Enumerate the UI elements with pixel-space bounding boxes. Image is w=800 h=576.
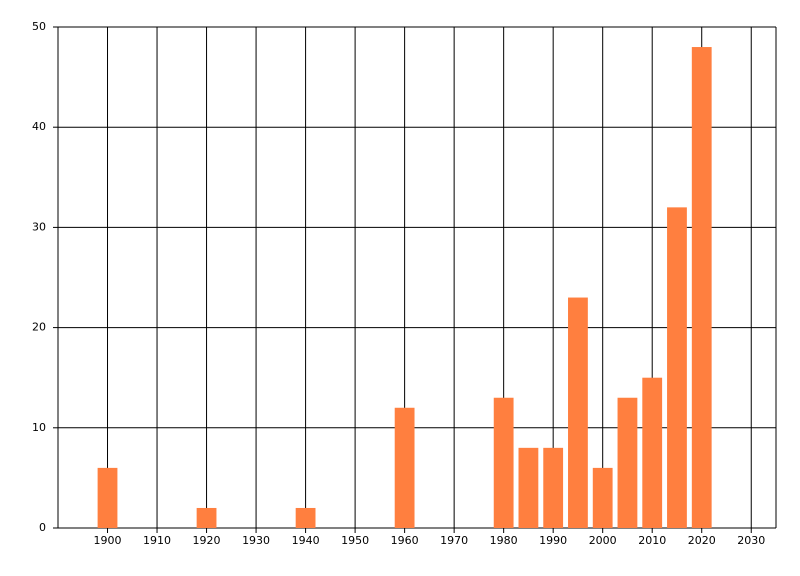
x-tick-label: 2000 [589,534,617,547]
x-tick-label: 1950 [341,534,369,547]
x-tick-label: 1980 [490,534,518,547]
bar [196,507,217,528]
x-tick-label: 2020 [688,534,716,547]
bar [667,207,687,529]
bar [518,447,539,528]
y-tick-label: 50 [32,20,46,33]
x-tick-label: 1960 [391,534,419,547]
x-tick-label: 1910 [143,534,171,547]
y-tick-label: 30 [32,220,46,233]
bar [642,377,663,528]
x-tick-label: 1920 [193,534,221,547]
x-tick-label: 1900 [94,534,122,547]
x-tick-label: 2030 [737,534,765,547]
bar [97,467,118,528]
bar [295,507,316,528]
bar [543,447,564,528]
x-tick-label: 1990 [539,534,567,547]
x-tick-label: 1930 [242,534,270,547]
y-tick-label: 20 [32,321,46,334]
x-tick-label: 2010 [638,534,666,547]
bar [568,297,588,528]
bar [617,397,638,528]
bar [592,467,613,528]
bar [691,47,712,528]
y-tick-label: 40 [32,120,46,133]
x-tick-label: 1970 [440,534,468,547]
bar [394,407,415,528]
x-tick-label: 1940 [292,534,320,547]
y-tick-label: 0 [39,521,46,534]
y-tick-label: 10 [32,421,46,434]
bar [493,397,514,528]
